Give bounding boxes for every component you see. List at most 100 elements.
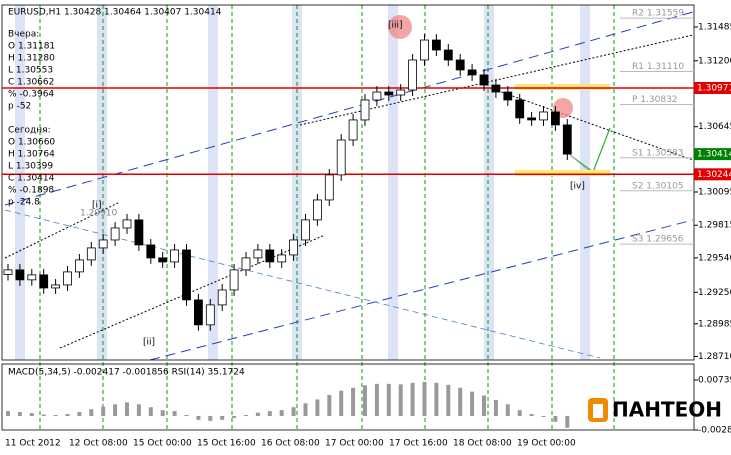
candle-body — [455, 59, 465, 71]
macd-bar — [458, 387, 463, 416]
macd-bar — [517, 410, 522, 416]
macd-bar — [184, 415, 189, 416]
macd-bar — [374, 383, 379, 416]
candle-body — [205, 304, 215, 326]
info-yesterday: L 1.30553 — [8, 66, 53, 76]
macd-bar — [505, 404, 510, 416]
candle-body — [27, 274, 37, 281]
macd-bar — [196, 415, 201, 420]
x-tick-label: 19 Oct 00:00 — [517, 439, 576, 449]
wave-label: [i] — [92, 201, 102, 211]
candle-body — [420, 39, 429, 61]
info-yesterday: p -52 — [8, 102, 31, 112]
macd-bar — [303, 403, 308, 416]
macd-bar — [77, 412, 82, 416]
info-yesterday: O 1.31181 — [8, 42, 55, 52]
y-tick-label: 1.28985 — [698, 319, 731, 329]
macd-bar — [291, 407, 296, 416]
macd-bar — [244, 415, 248, 416]
macd-bar — [529, 414, 534, 416]
candle-body — [443, 49, 453, 61]
candle-body — [63, 271, 72, 286]
logo-text: ПАНТЕОН — [612, 398, 722, 422]
candle-body — [408, 59, 418, 91]
x-tick-label: 17 Oct 00:00 — [325, 439, 384, 449]
candle-body — [312, 199, 322, 221]
y-tick-label: 1.30645 — [698, 122, 731, 132]
indicator-title: MACD(5,34,5) -0.002417 -0.001856 RSI(14)… — [8, 368, 245, 378]
price-tag-label: 1.30244 — [697, 170, 731, 180]
macd-bar — [398, 384, 403, 416]
macd-bar — [232, 415, 237, 418]
macd-bar — [17, 412, 22, 416]
macd-bar — [125, 402, 129, 416]
macd-bar — [327, 395, 332, 416]
candle-body — [539, 111, 548, 121]
price-tag-label: 1.30971 — [697, 83, 731, 93]
info-today: Сегодня: — [8, 126, 51, 136]
x-tick-label: 11 Oct 2012 — [5, 439, 61, 449]
info-today: L 1.30399 — [8, 162, 53, 172]
macd-bar — [6, 411, 10, 416]
y-tick-label: 1.29250 — [698, 288, 731, 298]
pivot-label: S3 1.29656 — [632, 235, 684, 245]
macd-bar — [386, 383, 391, 416]
macd-bar — [279, 410, 284, 416]
candle-body — [253, 249, 263, 259]
candle-body — [182, 249, 191, 301]
y2-tick-label: 0.007392 — [698, 376, 731, 386]
macd-bar — [493, 399, 498, 416]
macd-bar — [315, 399, 320, 416]
y2-tick-label: -0.00288 — [698, 426, 731, 436]
info-today: O 1.30660 — [8, 138, 55, 148]
candle-body — [527, 117, 536, 121]
candle-body — [431, 39, 441, 51]
candle-body — [170, 249, 180, 263]
pivot-label: S2 1.30105 — [632, 181, 684, 191]
candle-body — [289, 239, 299, 256]
macd-bar — [363, 385, 367, 416]
info-yesterday: C 1.30662 — [8, 78, 54, 88]
macd-bar — [410, 382, 415, 416]
candle-body — [562, 124, 572, 155]
candle-body — [3, 269, 13, 275]
macd-bar — [113, 404, 118, 416]
macd-bar — [65, 414, 70, 416]
wave-label: [iii] — [388, 21, 403, 31]
candle-body — [277, 254, 287, 263]
symbol-title: EURUSD,H1 1.30428 1.30464 1.30407 1.3041… — [8, 8, 222, 18]
macd-bar — [220, 415, 225, 420]
level-note: 1.29910 — [80, 209, 117, 219]
candle-body — [491, 84, 501, 93]
info-yesterday: H 1.31280 — [8, 54, 55, 64]
info-yesterday: % -0.3964 — [8, 90, 54, 100]
candle-body — [217, 289, 227, 306]
y-tick-label: 1.28710 — [698, 352, 731, 362]
candle-body — [396, 89, 406, 96]
candle-body — [51, 284, 60, 289]
candle-body — [324, 174, 334, 201]
x-tick-label: 16 Oct 08:00 — [261, 439, 320, 449]
macd-bar — [208, 415, 213, 421]
logo — [588, 398, 608, 422]
price-tag — [694, 168, 731, 181]
price-tag — [694, 148, 731, 161]
x-tick-label: 15 Oct 00:00 — [133, 439, 192, 449]
candle-body — [75, 259, 84, 273]
candle-body — [372, 91, 382, 101]
candle-body — [158, 257, 168, 263]
pivot-label: R2 1.31559 — [632, 9, 684, 19]
candle-body — [515, 99, 525, 119]
macd-bar — [565, 415, 570, 428]
macd-bar — [255, 412, 260, 416]
main-pane — [1, 4, 695, 361]
pivot-label: R1 1.31110 — [632, 62, 684, 72]
macd-bar — [53, 415, 58, 416]
candle-body — [193, 299, 203, 326]
candle-body — [384, 91, 394, 96]
info-yesterday: Вчера: — [8, 30, 39, 40]
info-today: % -0.1898 — [8, 186, 54, 196]
y-tick-label: 1.31200 — [698, 56, 731, 66]
